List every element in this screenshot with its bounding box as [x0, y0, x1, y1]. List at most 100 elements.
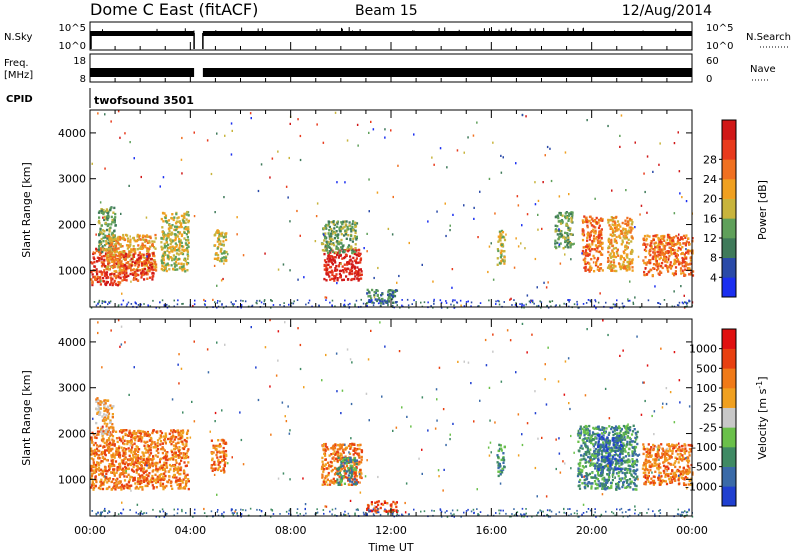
- echo-cell: [135, 272, 138, 275]
- echo-cell: [151, 243, 154, 246]
- echo-cell: [635, 458, 638, 462]
- echo-cell: [619, 229, 623, 233]
- echo-cell: [340, 445, 343, 449]
- sparse-echo: [586, 119, 588, 122]
- echo-cell: [95, 432, 98, 435]
- echo-cell: [140, 276, 143, 279]
- echo-cell: [172, 239, 175, 242]
- echo-cell: [148, 464, 151, 468]
- near-range-echo: [415, 301, 417, 303]
- echo-cell: [127, 481, 130, 484]
- echo-cell: [392, 500, 395, 504]
- echo-cell: [126, 442, 129, 446]
- echo-cell: [370, 297, 373, 300]
- echo-cell: [102, 236, 105, 239]
- near-range-echo: [204, 300, 207, 302]
- echo-cell: [159, 468, 162, 471]
- echo-cell: [186, 239, 189, 242]
- echo-cell: [355, 249, 358, 252]
- sparse-echo: [517, 245, 520, 248]
- echo-cell: [344, 457, 347, 461]
- echo-cell: [332, 242, 335, 245]
- sparse-echo: [685, 200, 688, 203]
- echo-cell: [672, 244, 676, 248]
- echo-cell: [337, 481, 340, 484]
- echo-cell: [121, 461, 125, 465]
- near-range-echo: [445, 300, 447, 302]
- echo-cell: [645, 237, 648, 240]
- echo-cell: [180, 429, 183, 433]
- echo-cell: [342, 448, 345, 451]
- echo-cell: [343, 234, 346, 237]
- echo-cell: [116, 466, 119, 469]
- echo-cell: [650, 240, 653, 243]
- echo-cell: [673, 261, 676, 265]
- near-range-echo: [488, 299, 490, 302]
- echo-cell: [353, 266, 356, 270]
- echo-cell: [615, 239, 618, 242]
- echo-cell: [146, 247, 149, 250]
- echo-cell: [351, 277, 354, 281]
- echo-cell: [144, 470, 147, 473]
- echo-cell: [323, 277, 326, 281]
- echo-cell: [98, 406, 101, 410]
- echo-cell: [347, 457, 350, 460]
- echo-cell: [163, 472, 166, 475]
- near-range-echo: [445, 302, 448, 304]
- colorbar-segment: [722, 159, 736, 180]
- echo-cell: [135, 445, 138, 448]
- echo-cell: [107, 430, 110, 433]
- near-range-echo: [168, 305, 170, 308]
- echo-cell: [111, 283, 114, 287]
- echo-cell: [360, 461, 363, 464]
- echo-cell: [168, 251, 171, 254]
- echo-cell: [181, 252, 185, 256]
- echo-cell: [93, 251, 97, 255]
- echo-cell: [371, 509, 374, 513]
- echo-cell: [123, 442, 126, 446]
- echo-cell: [118, 269, 121, 272]
- echo-cell: [353, 475, 356, 478]
- echo-cell: [160, 436, 163, 439]
- sparse-echo: [384, 136, 386, 139]
- sparse-echo: [472, 134, 475, 137]
- echo-cell: [369, 294, 372, 298]
- echo-cell: [342, 459, 345, 463]
- echo-cell: [146, 481, 149, 485]
- echo-cell: [354, 275, 357, 278]
- echo-cell: [130, 439, 133, 442]
- echo-cell: [325, 474, 328, 478]
- echo-cell: [180, 234, 183, 238]
- echo-cell: [101, 450, 104, 454]
- echo-cell: [111, 459, 114, 463]
- echo-cell: [643, 270, 646, 274]
- echo-cell: [178, 472, 181, 476]
- sparse-echo: [599, 292, 601, 295]
- echo-cell: [126, 234, 129, 237]
- echo-cell: [690, 271, 693, 274]
- echo-cell: [216, 247, 219, 250]
- echo-cell: [683, 261, 686, 264]
- echo-cell: [346, 476, 349, 480]
- echo-cell: [115, 247, 118, 250]
- echo-cell: [168, 229, 171, 233]
- echo-cell: [151, 240, 154, 243]
- echo-cell: [615, 226, 618, 229]
- echo-cell: [651, 274, 654, 277]
- echo-cell: [184, 227, 187, 231]
- sparse-echo: [325, 296, 328, 299]
- echo-cell: [336, 478, 339, 481]
- echo-cell: [165, 461, 168, 465]
- echo-cell: [90, 278, 93, 281]
- echo-cell: [557, 237, 560, 241]
- echo-cell: [117, 453, 120, 456]
- sparse-echo: [558, 228, 560, 231]
- echo-cell: [133, 277, 136, 280]
- echo-cell: [176, 235, 180, 238]
- near-range-echo: [204, 304, 206, 306]
- echo-cell: [657, 236, 660, 240]
- echo-cell: [221, 459, 224, 463]
- sparse-echo: [350, 228, 352, 231]
- echo-cell: [645, 249, 648, 253]
- echo-cell: [625, 429, 628, 432]
